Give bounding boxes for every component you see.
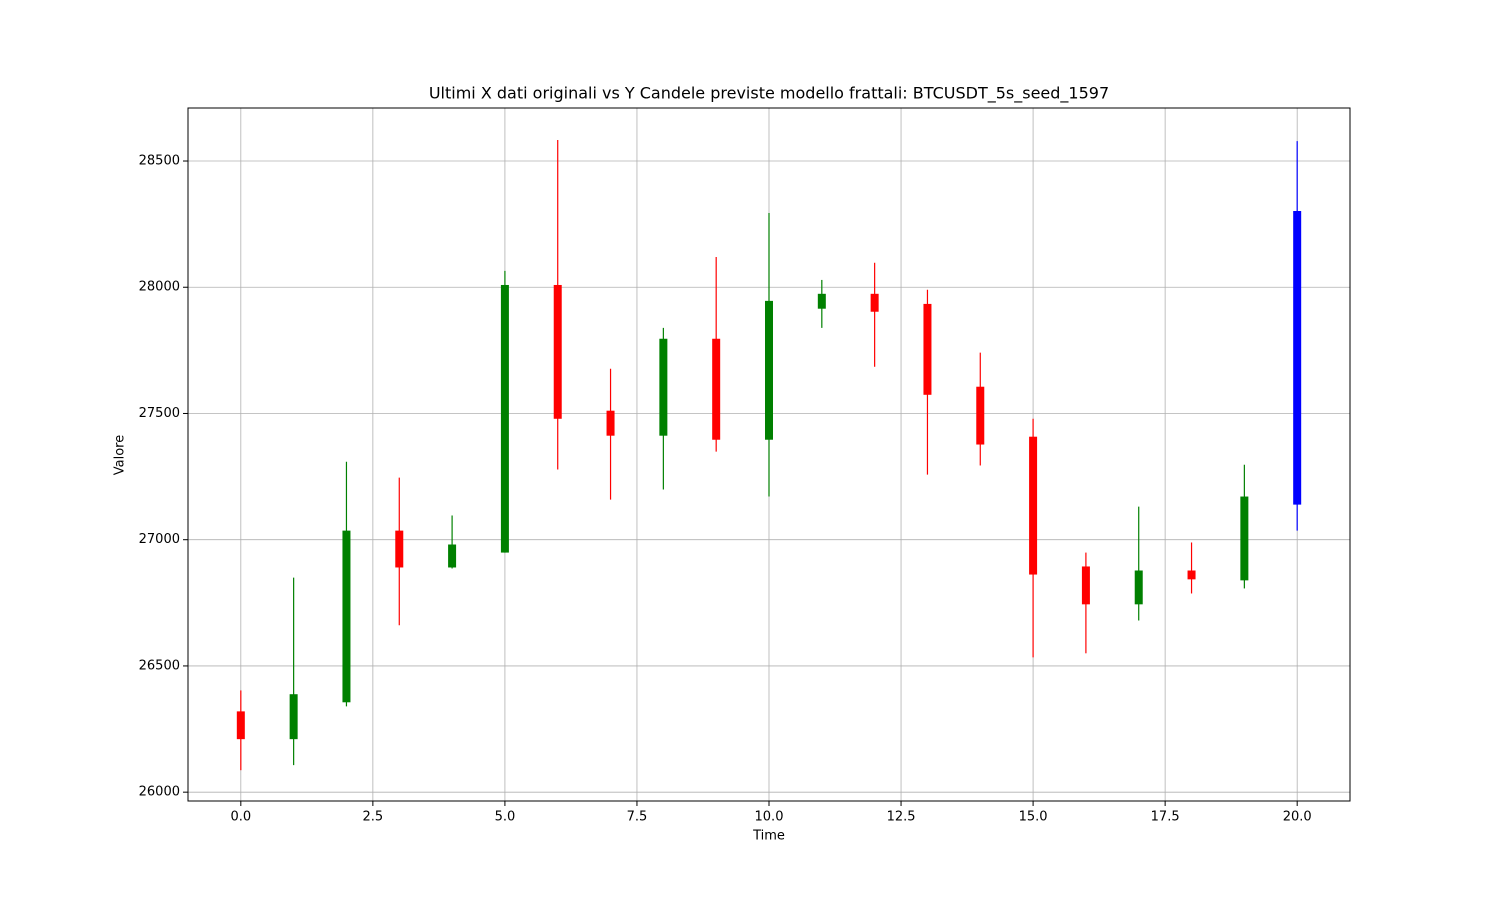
candle-body xyxy=(289,694,298,740)
y-tick-label: 28500 xyxy=(139,154,180,169)
candle-body xyxy=(923,303,932,395)
y-tick-label: 27500 xyxy=(139,406,180,421)
candle-body xyxy=(870,293,879,312)
candle-body xyxy=(765,300,773,440)
candle-body xyxy=(395,530,404,568)
candle-body xyxy=(976,386,985,445)
x-tick-label: 7.5 xyxy=(627,810,648,825)
candle-body xyxy=(448,544,457,568)
x-tick-label: 17.5 xyxy=(1151,810,1180,825)
candle-body xyxy=(1134,570,1143,605)
y-tick-label: 26000 xyxy=(139,785,180,800)
candle-body xyxy=(236,711,245,740)
candle-body xyxy=(1081,566,1090,605)
x-tick-label: 12.5 xyxy=(887,810,916,825)
y-tick-label: 28000 xyxy=(139,280,180,295)
x-tick-label: 10.0 xyxy=(755,810,784,825)
chart-title: Ultimi X dati originali vs Y Candele pre… xyxy=(429,84,1109,104)
y-axis-label: Valore xyxy=(113,435,128,475)
candle-body xyxy=(659,338,668,436)
candle-body xyxy=(817,293,826,309)
candle-body xyxy=(606,410,615,436)
y-tick-label: 27000 xyxy=(139,532,180,547)
x-tick-label: 20.0 xyxy=(1283,810,1312,825)
x-axis-label: Time xyxy=(752,829,785,844)
candle-body xyxy=(342,530,351,703)
candle-body xyxy=(500,284,509,553)
candle-body xyxy=(553,284,562,419)
plot-frame xyxy=(187,107,1351,802)
x-tick-label: 15.0 xyxy=(1019,810,1048,825)
candle-body xyxy=(1293,211,1302,505)
candle-body xyxy=(1240,496,1249,581)
candle-body xyxy=(712,338,721,440)
x-tick-label: 2.5 xyxy=(363,810,384,825)
candle-body xyxy=(1029,436,1038,575)
x-tick-label: 0.0 xyxy=(230,810,251,825)
x-tick-label: 5.0 xyxy=(495,810,516,825)
y-tick-label: 26500 xyxy=(139,658,180,673)
candle-body xyxy=(1187,570,1196,580)
